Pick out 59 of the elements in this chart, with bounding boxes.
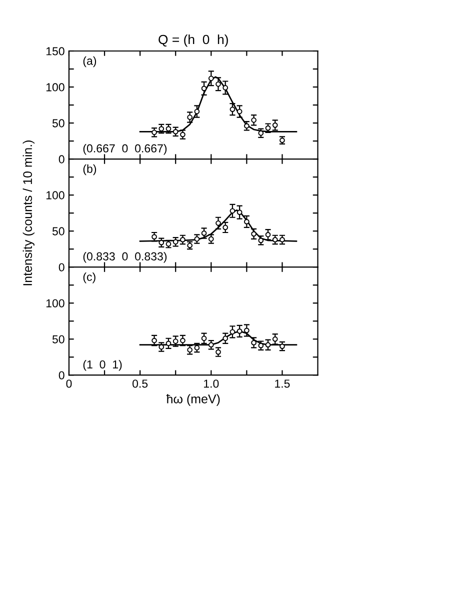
- point: [222, 336, 228, 342]
- point: [201, 230, 207, 236]
- point: [222, 224, 228, 230]
- point: [272, 336, 278, 342]
- x-tick-label: 0.5: [132, 380, 148, 388]
- point: [201, 336, 207, 342]
- annotation: (a): [83, 56, 96, 68]
- point: [172, 338, 178, 344]
- y-tick-label: 150: [46, 47, 64, 56]
- annotation: (b): [83, 164, 96, 176]
- point: [172, 128, 178, 134]
- point: [230, 208, 236, 214]
- point: [180, 338, 186, 344]
- point: [194, 345, 200, 350]
- point: [152, 338, 157, 344]
- x-axis-title: ħω (meV): [166, 394, 220, 406]
- y-tick-label: 100: [46, 83, 64, 92]
- x-tick-label: 1.0: [204, 380, 219, 388]
- point: [194, 108, 200, 114]
- point: [236, 108, 242, 114]
- point: [251, 340, 256, 346]
- y-tick-label: 50: [52, 335, 64, 344]
- point: [216, 81, 221, 87]
- point: [251, 231, 256, 237]
- point: [272, 122, 278, 128]
- y-tick-label: 0: [58, 263, 64, 272]
- point: [244, 219, 250, 224]
- point: [244, 328, 250, 334]
- y-tick-label: 50: [52, 227, 64, 236]
- y-tick-label: 100: [46, 191, 64, 200]
- x-tick-label: 0: [66, 380, 72, 388]
- point: [187, 114, 193, 120]
- y-axis-title: Intensity (counts / 10 min.): [22, 140, 34, 286]
- annotation: (c): [83, 272, 96, 284]
- point: [236, 328, 242, 334]
- point: [201, 86, 207, 92]
- annotation: (1 0 1): [83, 360, 122, 371]
- point: [230, 329, 236, 335]
- chart-title: Q = (h 0 h): [158, 34, 228, 47]
- point: [251, 117, 256, 123]
- annotation: (0.667 0 0.667): [83, 144, 167, 155]
- x-tick-label: 1.5: [275, 380, 290, 388]
- y-tick-label: 0: [58, 371, 64, 380]
- point: [208, 236, 214, 242]
- y-tick-label: 100: [46, 299, 64, 308]
- point: [258, 238, 264, 244]
- point: [265, 342, 271, 348]
- point: [222, 85, 228, 90]
- point: [166, 340, 172, 346]
- y-tick-label: 50: [52, 119, 64, 128]
- point: [158, 126, 164, 132]
- point: [208, 76, 214, 82]
- point: [236, 210, 242, 216]
- y-tick-label: 0: [58, 155, 64, 164]
- point: [216, 220, 221, 226]
- point: [265, 232, 271, 238]
- point: [230, 106, 236, 112]
- annotation: (0.833 0 0.833): [83, 252, 167, 263]
- point: [272, 237, 278, 242]
